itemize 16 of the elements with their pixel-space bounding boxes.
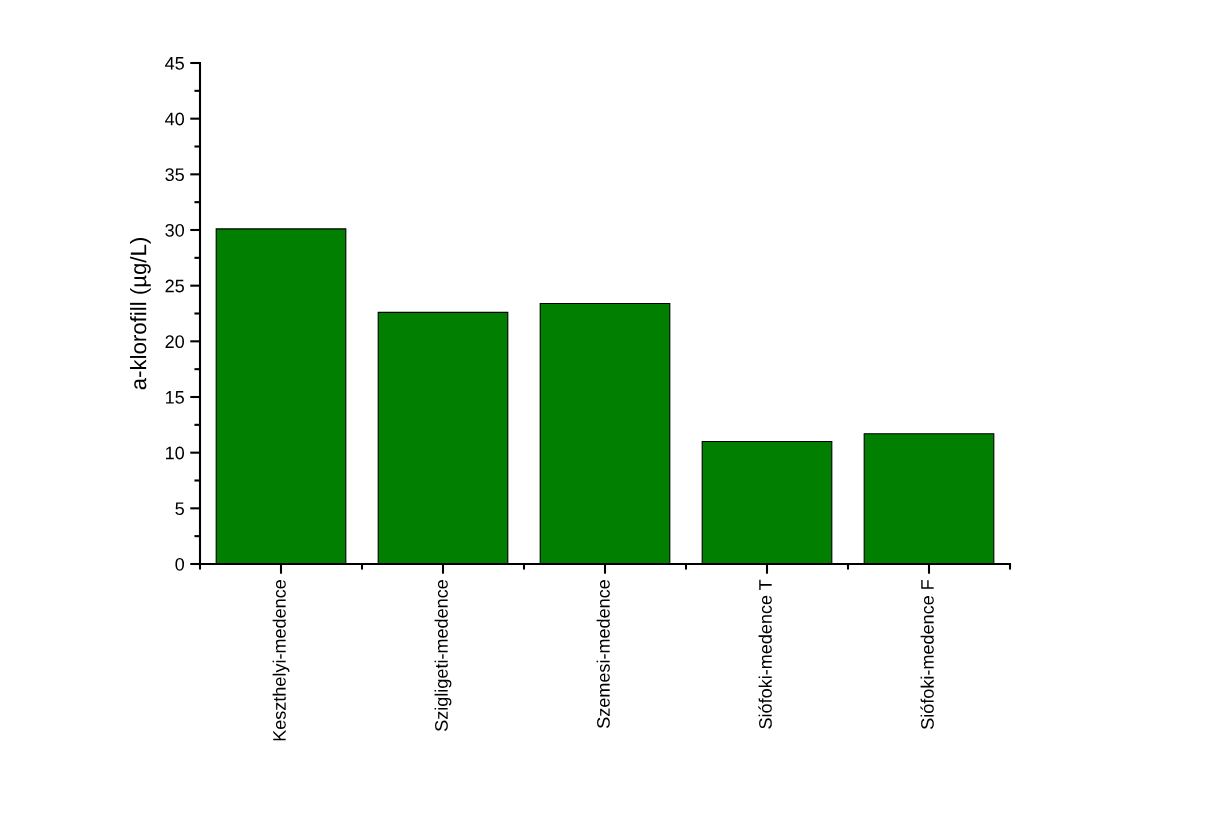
y-tick-label: 35 [165, 168, 184, 182]
y-tick-label: 25 [165, 279, 184, 293]
x-tick-label: Keszthelyi-medence [272, 580, 290, 741]
x-tick-label: Szigligeti-medence [434, 580, 452, 731]
x-tick-label: Siófoki-medence T [758, 579, 772, 729]
y-tick-label: 40 [165, 112, 185, 126]
y-tick-label: 30 [165, 223, 185, 237]
x-tick-label: Szemesi-medence [596, 580, 610, 728]
y-tick-label: 45 [165, 57, 184, 70]
x-tick-label: Siófoki-medence F [920, 579, 934, 729]
y-axis-title: a-klorofill (µg/L) [130, 238, 151, 390]
y-tick-label: 20 [165, 335, 185, 349]
y-tick-label: 0 [175, 557, 185, 571]
y-tick-label: 10 [166, 446, 185, 460]
y-tick-label: 15 [166, 391, 184, 404]
y-tick-label: 5 [175, 502, 184, 516]
